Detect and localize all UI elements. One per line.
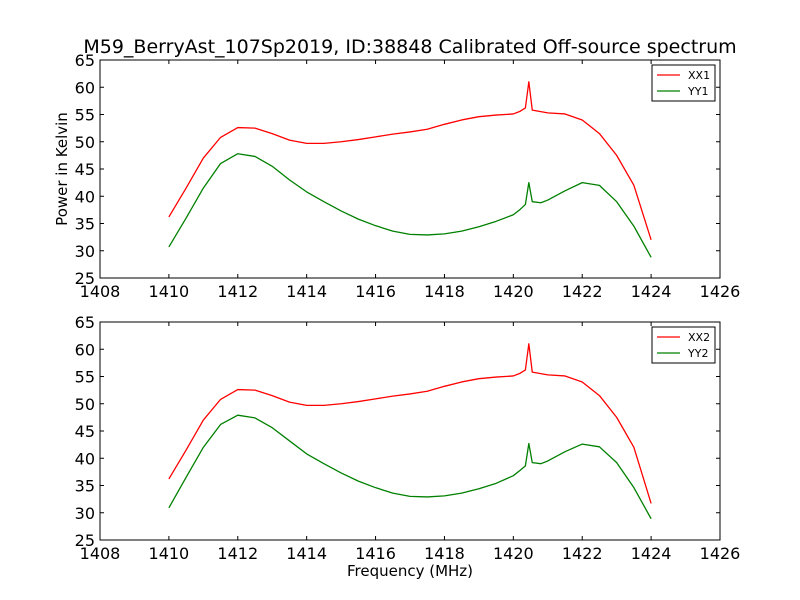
y-tick-label: 45 <box>75 422 95 441</box>
y-tick-label: 40 <box>75 187 95 206</box>
legend-label: XX1 <box>688 69 710 82</box>
x-tick-label: 1424 <box>631 544 672 563</box>
x-tick-label: 1410 <box>149 544 190 563</box>
x-tick-label: 1412 <box>217 544 258 563</box>
y-tick-label: 55 <box>75 106 95 125</box>
x-tick-label: 1424 <box>631 282 672 301</box>
series-line-xx2 <box>168 343 652 504</box>
y-tick-label: 40 <box>75 449 95 468</box>
plot-frame <box>99 59 721 279</box>
legend-box <box>651 64 716 102</box>
legend-label: XX2 <box>688 331 710 344</box>
x-tick-label: 1418 <box>424 544 465 563</box>
x-tick-label: 1420 <box>493 282 534 301</box>
plot-frame <box>99 321 721 541</box>
y-tick-label: 35 <box>75 477 95 496</box>
y-tick-label: 25 <box>75 531 95 550</box>
y-tick-label: 50 <box>75 133 95 152</box>
y-tick-label: 35 <box>75 215 95 234</box>
y-tick-label: 45 <box>75 160 95 179</box>
y-tick-label: 55 <box>75 368 95 387</box>
y-tick-label: 30 <box>75 504 95 523</box>
x-tick-label: 1414 <box>286 544 327 563</box>
y-tick-label: 65 <box>75 51 95 70</box>
x-tick-label: 1410 <box>149 282 190 301</box>
legend-box <box>651 326 716 364</box>
series-line-yy2 <box>168 414 652 520</box>
x-tick-label: 1408 <box>80 282 121 301</box>
y-tick-label: 60 <box>75 340 95 359</box>
y-tick-label: 30 <box>75 242 95 261</box>
legend-label: YY2 <box>687 347 708 360</box>
legend-label: YY1 <box>687 85 708 98</box>
chart-title: M59_BerryAst_107Sp2019, ID:38848 Calibra… <box>83 36 736 58</box>
x-tick-label: 1412 <box>217 282 258 301</box>
x-tick-label: 1418 <box>424 282 465 301</box>
y-tick-label: 60 <box>75 78 95 97</box>
y-axis-title: Power in Kelvin <box>53 112 71 226</box>
series-line-xx1 <box>168 81 652 241</box>
x-axis-title: Frequency (MHz) <box>347 562 473 580</box>
y-tick-label: 65 <box>75 313 95 332</box>
series-line-yy1 <box>168 153 652 258</box>
x-tick-label: 1422 <box>562 282 603 301</box>
x-tick-label: 1416 <box>355 544 396 563</box>
x-tick-label: 1416 <box>355 282 396 301</box>
x-tick-label: 1426 <box>700 544 741 563</box>
x-tick-label: 1426 <box>700 282 741 301</box>
x-tick-label: 1420 <box>493 544 534 563</box>
top-subplot: 1408 1410 1412 1414 1416 1418 1420 1422 1424 1426… <box>75 51 741 301</box>
x-tick-label: 1414 <box>286 282 327 301</box>
bottom-subplot: 1408 1410 1412 1414 1416 1418 1420 1422 1424 1426… <box>75 313 741 563</box>
x-tick-label: 1422 <box>562 544 603 563</box>
y-tick-label: 50 <box>75 395 95 414</box>
x-tick-label: 1408 <box>80 544 121 563</box>
y-tick-label: 25 <box>75 269 95 288</box>
